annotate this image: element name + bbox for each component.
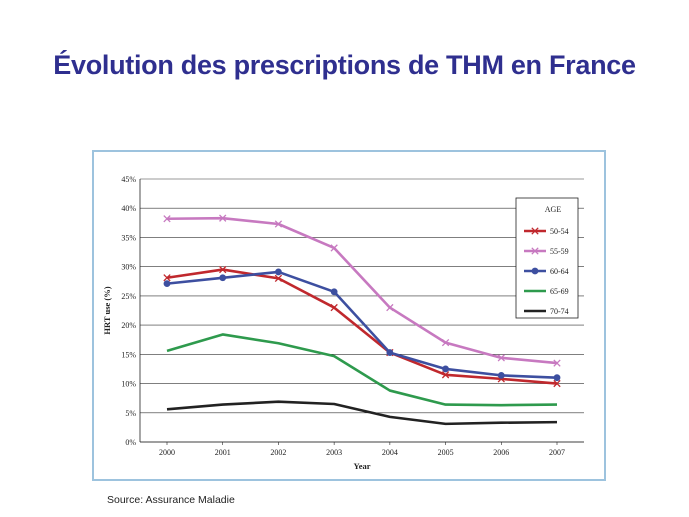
y-axis-title: HRT use (%) bbox=[102, 286, 112, 334]
line-chart: 0% 5% 10% 15% 20% 25% 30% 35% 40% 45% 2000 2001 2002… bbox=[102, 175, 584, 471]
y-tick-label: 15% bbox=[121, 350, 136, 359]
legend-item-50-54: 50-54 bbox=[524, 227, 569, 236]
series-60-64 bbox=[163, 268, 561, 382]
x-tick-label: 2003 bbox=[326, 448, 342, 457]
x-tick-label: 2005 bbox=[438, 448, 454, 457]
data-point bbox=[219, 265, 227, 274]
legend-marker bbox=[531, 227, 539, 235]
series-line bbox=[166, 216, 558, 365]
y-tick-label: 30% bbox=[121, 263, 136, 272]
data-point bbox=[330, 288, 338, 296]
source-note: Source: Assurance Maladie bbox=[107, 494, 235, 506]
chart-frame: 0% 5% 10% 15% 20% 25% 30% 35% 40% 45% 2000 2001 2002… bbox=[92, 150, 606, 481]
data-point bbox=[330, 244, 338, 252]
x-tick-label: 2001 bbox=[215, 448, 231, 457]
series-65-69 bbox=[166, 333, 558, 407]
legend-item-70-74: 70-74 bbox=[524, 307, 569, 316]
data-point bbox=[274, 220, 283, 228]
legend-item-60-64: 60-64 bbox=[524, 267, 569, 276]
data-point bbox=[330, 303, 338, 312]
legend-label: 60-64 bbox=[550, 267, 569, 276]
x-tick-label: 2002 bbox=[270, 448, 286, 457]
data-point bbox=[386, 349, 394, 356]
y-tick-label: 20% bbox=[121, 321, 136, 330]
x-tick-label: 2007 bbox=[549, 448, 565, 457]
data-point bbox=[497, 354, 505, 362]
data-point bbox=[497, 371, 505, 379]
series-line bbox=[166, 270, 558, 380]
series-70-74 bbox=[166, 400, 558, 426]
data-point bbox=[163, 215, 171, 223]
legend-label: 55-59 bbox=[550, 247, 569, 256]
y-tick-label: 0% bbox=[125, 438, 136, 447]
x-tick-label: 2006 bbox=[493, 448, 509, 457]
data-point bbox=[386, 303, 394, 312]
slide-title: Évolution des prescriptions de THM en Fr… bbox=[53, 50, 636, 80]
data-point bbox=[163, 280, 171, 288]
y-tick-label: 40% bbox=[121, 204, 136, 213]
data-point bbox=[441, 338, 450, 347]
legend-item-55-59: 55-59 bbox=[524, 247, 569, 256]
data-point bbox=[441, 371, 450, 379]
data-point bbox=[163, 274, 171, 282]
y-tick-label: 5% bbox=[125, 409, 136, 418]
legend: AGE 50-54 55-59 60-64 65-69 70-74 bbox=[515, 197, 579, 319]
data-point bbox=[274, 274, 283, 283]
legend-box bbox=[515, 197, 579, 319]
data-point bbox=[219, 214, 227, 222]
legend-marker bbox=[531, 247, 539, 255]
legend-item-65-69: 65-69 bbox=[524, 287, 569, 296]
legend-label: 70-74 bbox=[550, 307, 569, 316]
y-tick-label: 25% bbox=[121, 292, 136, 301]
data-point bbox=[275, 268, 282, 276]
y-tick-label: 45% bbox=[121, 175, 136, 184]
series-line bbox=[166, 333, 558, 407]
data-point bbox=[553, 374, 561, 382]
data-point bbox=[219, 274, 227, 282]
data-point bbox=[553, 379, 561, 388]
series-50-54 bbox=[163, 265, 561, 388]
y-tick-label: 10% bbox=[121, 380, 136, 389]
legend-label: 65-69 bbox=[550, 287, 569, 296]
legend-title: AGE bbox=[545, 205, 562, 214]
series-line bbox=[166, 400, 558, 426]
legend-marker bbox=[531, 267, 539, 275]
x-tick-label: 2004 bbox=[382, 448, 398, 457]
legend-label: 50-54 bbox=[550, 227, 569, 236]
series-55-59 bbox=[163, 214, 561, 367]
x-tick-label: 2000 bbox=[159, 448, 175, 457]
y-tick-label: 35% bbox=[121, 233, 136, 242]
series-line bbox=[166, 268, 558, 385]
data-point bbox=[442, 365, 449, 373]
x-axis-title: Year bbox=[354, 461, 371, 471]
data-point bbox=[553, 359, 561, 367]
